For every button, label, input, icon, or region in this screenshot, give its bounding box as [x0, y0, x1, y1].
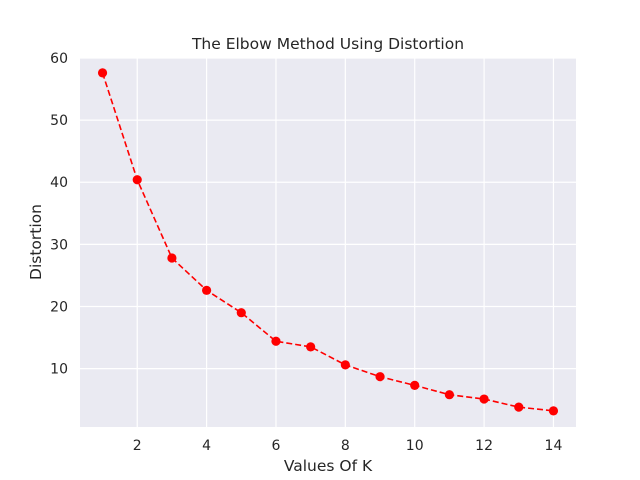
- data-point: [202, 285, 212, 295]
- data-point: [479, 394, 489, 404]
- series-group: [97, 68, 559, 416]
- y-tick-label: 10: [50, 362, 68, 378]
- chart-title: The Elbow Method Using Distortion: [191, 35, 464, 53]
- data-point: [514, 402, 524, 412]
- data-point: [444, 390, 454, 400]
- tick-labels: 2 4 6 8 10 12 14 10 20 30 40 50 60: [50, 51, 562, 454]
- data-point: [167, 253, 177, 263]
- data-point: [375, 372, 385, 382]
- data-point: [132, 175, 142, 185]
- y-tick-label: 20: [50, 299, 68, 315]
- y-tick-label: 30: [50, 237, 68, 253]
- y-tick-label: 60: [50, 51, 68, 67]
- x-tick-label: 4: [202, 438, 211, 454]
- x-tick-label: 10: [406, 438, 424, 454]
- x-axis-label: Values Of K: [284, 457, 373, 475]
- x-tick-label: 6: [272, 438, 281, 454]
- data-point: [236, 308, 246, 318]
- y-axis-label: Distortion: [27, 204, 45, 280]
- x-tick-label: 14: [545, 438, 563, 454]
- data-point: [271, 336, 281, 346]
- y-tick-label: 50: [50, 113, 68, 129]
- plot-background: [80, 58, 576, 427]
- grid-lines: [80, 57, 576, 427]
- data-point: [410, 380, 420, 390]
- x-tick-label: 2: [133, 438, 142, 454]
- y-tick-label: 40: [50, 175, 68, 191]
- x-tick-label: 8: [341, 438, 350, 454]
- x-tick-label: 12: [475, 438, 493, 454]
- series-line: [101, 72, 554, 412]
- data-point: [548, 406, 559, 416]
- data-point: [306, 342, 316, 352]
- data-point: [97, 68, 108, 78]
- data-point: [340, 360, 350, 370]
